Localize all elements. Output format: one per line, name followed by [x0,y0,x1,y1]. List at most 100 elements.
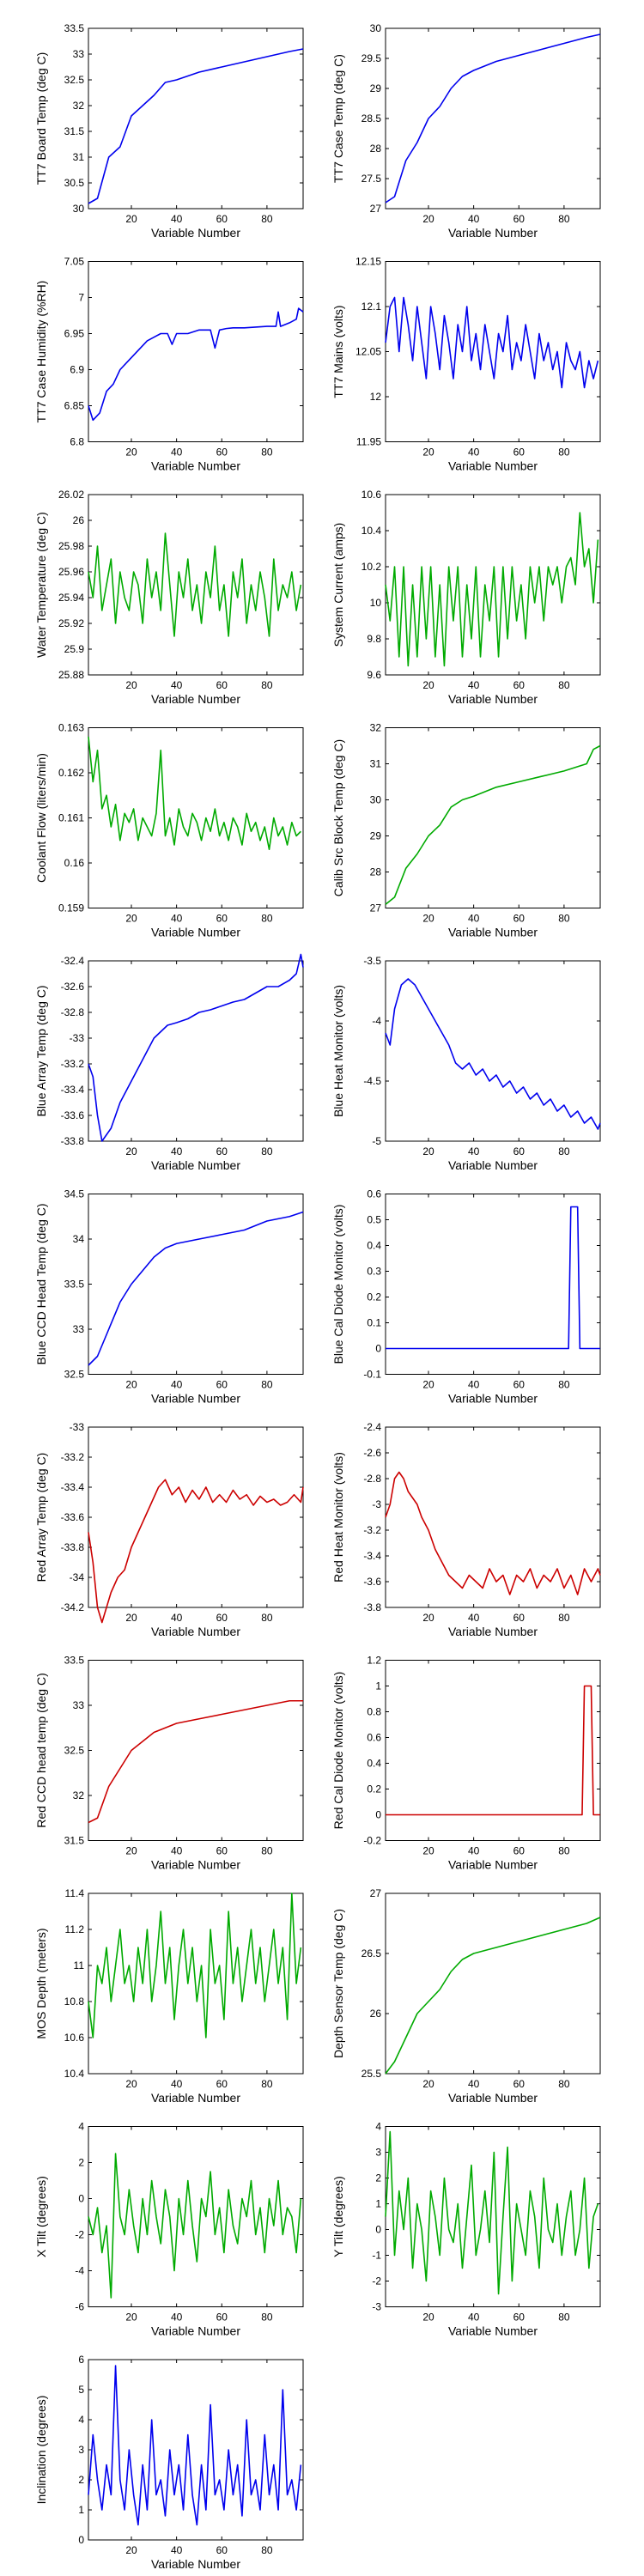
x-tick-label: 80 [558,1379,570,1391]
x-axis-label: Variable Number [151,926,240,939]
plot-frame [385,1893,601,2075]
y-tick-label: 26 [73,514,85,526]
y-tick-label: 0.163 [58,722,84,734]
x-tick-label: 40 [171,679,183,691]
x-axis-label: Variable Number [448,2324,538,2338]
y-axis-label: Blue Array Temp (deg C) [34,985,48,1116]
y-tick-label: -1 [372,2250,381,2262]
y-tick-label: 0.159 [58,902,84,914]
x-axis-label: Variable Number [448,1858,538,1872]
y-tick-label: 2 [78,2474,84,2486]
x-tick-label: 20 [422,1379,434,1391]
y-tick-label: 0.162 [58,767,84,779]
y-tick-label: 25.9 [64,643,85,655]
x-tick-label: 20 [125,2078,137,2090]
x-tick-label: 20 [125,1379,137,1391]
chart-panel: 27 28 29 30 31 32 20 40 60 80 Variable Number Calib… [331,722,601,939]
x-tick-label: 80 [261,2078,273,2090]
y-axis-label: Water Temperature (deg C) [34,512,48,658]
x-tick-label: 40 [468,1845,480,1857]
y-tick-label: 28 [370,866,382,878]
x-tick-label: 80 [558,2078,570,2090]
y-axis-label: Inclination (degrees) [34,2396,48,2505]
y-tick-label: -5 [372,1135,381,1147]
series-line [385,33,601,204]
x-tick-label: 20 [125,2312,137,2324]
y-tick-label: -3.4 [363,1550,381,1562]
y-tick-label: 10 [370,597,382,609]
y-tick-label: -3.6 [363,1576,381,1588]
y-tick-label: -33.6 [61,1109,85,1121]
series-line [88,1211,304,1366]
chart-panel: 27 27.5 28 28.5 29 29.5 30 20 40 60 80 Variable Num… [331,22,601,240]
plot-frame [385,2126,601,2307]
x-tick-label: 40 [171,2312,183,2324]
y-axis-label: Red Heat Monitor (volts) [331,1452,345,1583]
y-tick-label: 33.5 [64,1655,85,1667]
series-line [88,1479,304,1624]
x-tick-label: 60 [216,2312,228,2324]
y-tick-label: 32 [370,722,382,734]
chart-panel: 6.8 6.85 6.9 6.95 7 7.05 20 40 60 80 Variable Numb… [34,256,304,473]
chart-panel: 0 1 2 3 4 5 6 20 40 60 80 Variable Number Inclinatio… [34,2354,304,2571]
x-tick-label: 60 [216,213,228,225]
y-tick-label: 2 [375,2172,381,2184]
series-line [385,1917,601,2075]
series-line [385,2130,599,2295]
y-tick-label: -32.4 [61,955,85,967]
y-tick-label: 0.6 [367,1732,381,1744]
x-tick-label: 40 [468,1612,480,1624]
y-tick-label: -2.8 [363,1473,381,1485]
plot-frame [88,1660,304,1841]
y-tick-label: 12.15 [355,256,381,268]
x-tick-label: 80 [261,1612,273,1624]
y-tick-label: 33.5 [64,1279,85,1291]
y-tick-label: 9.6 [367,669,381,681]
series-line [385,1471,601,1595]
x-tick-label: 80 [261,1379,273,1391]
x-tick-label: 60 [216,913,228,925]
x-tick-label: 80 [558,679,570,691]
x-tick-label: 20 [422,447,434,459]
x-tick-label: 40 [468,2078,480,2090]
y-tick-label: 31.5 [64,1835,85,1847]
y-tick-label: 29.5 [361,52,382,64]
y-tick-label: 10.4 [64,2068,85,2080]
series-line [88,2153,302,2299]
x-tick-label: 80 [558,913,570,925]
y-axis-label: Depth Sensor Temp (deg C) [331,1909,345,2058]
y-tick-label: 1 [375,2198,381,2210]
y-tick-label: -4 [372,1015,381,1027]
plot-frame [385,1194,601,1375]
y-tick-label: 26 [370,2008,382,2020]
x-tick-label: 40 [468,913,480,925]
y-tick-label: 10.8 [64,1996,85,2008]
y-tick-label: 32.5 [64,1745,85,1757]
y-tick-label: 4 [78,2414,84,2426]
x-axis-label: Variable Number [151,2557,240,2571]
x-tick-label: 20 [422,1612,434,1624]
x-tick-label: 20 [125,447,137,459]
y-tick-label: 0.16 [64,857,85,869]
y-tick-label: 5 [78,2384,84,2396]
x-tick-label: 40 [171,1845,183,1857]
chart-panel: 32.5 33 33.5 34 34.5 20 40 60 80 Variable Number B… [34,1188,304,1406]
y-tick-label: 25.88 [58,669,84,681]
plot-frame [88,261,304,442]
y-tick-label: 0 [375,2224,381,2236]
y-tick-label: 0 [78,2534,84,2546]
series-line [88,1699,303,1824]
y-tick-label: -32.8 [61,1006,85,1018]
x-tick-label: 40 [171,1612,183,1624]
y-tick-label: 29 [370,82,382,94]
x-axis-label: Variable Number [151,692,240,706]
y-tick-label: -33 [70,1032,85,1044]
y-tick-label: -33.6 [61,1511,85,1523]
y-tick-label: 6.85 [64,400,85,412]
plot-frame [385,727,601,908]
x-tick-label: 80 [261,2312,273,2324]
y-tick-label: 0.4 [367,1240,381,1252]
y-tick-label: 11.2 [65,1923,85,1935]
chart-panel: 11.95 12 12.05 12.1 12.15 20 40 60 80 Variable Nu… [331,256,601,473]
y-tick-label: -33.8 [61,1541,85,1553]
